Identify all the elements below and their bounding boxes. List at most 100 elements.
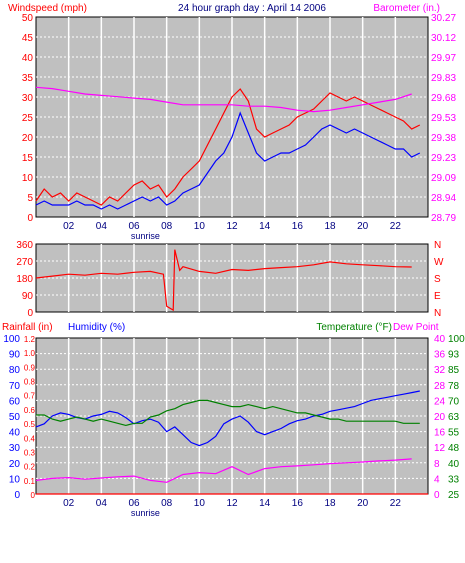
baro-ytick-label: 30.27 [431,13,456,24]
humidity-xtick-label: 12 [226,498,238,509]
direction-ytick-label: 360 [16,240,33,251]
wind-xtick-label: 08 [161,221,173,232]
wind-ytick-label: 0 [27,213,33,224]
wind-ytick-label: 45 [22,33,34,44]
wind-xtick-label: 10 [194,221,206,232]
baro-ytick-label: 29.97 [431,53,456,64]
wind-xtick-label: 18 [324,221,336,232]
temperature-axis-ytick-label: 100 [448,334,465,345]
humidity-xtick-label: 10 [194,498,206,509]
wind-barometer-chart: 0 5 10 15 20 25 30 35 40 45 50 28.79 28.94 29.09 29.23… [22,13,457,241]
dewpoint-line [35,458,412,483]
temperature-axis-ytick-label: 70 [448,396,460,407]
humidity-xtick-label: 18 [324,498,336,509]
rain-ytick-label: 1.2 [24,335,36,344]
humidity-axis-ytick-label: 90 [9,350,21,361]
humidity-xtick-label: 22 [390,498,402,509]
direction-ytick-label: 90 [22,291,34,302]
humidity-axis-ytick-label: 40 [9,428,21,439]
temperature-line [36,399,420,427]
rain-ytick-label: 0.3 [24,448,36,457]
dewpoint-axis-ytick-label: 24 [434,396,446,407]
baro-ytick-label: 29.68 [431,93,456,104]
dewpoint-axis-ytick-label: 4 [434,474,440,485]
wind-ytick-label: 5 [27,193,33,204]
dewpoint-axis-ytick-label: 20 [434,412,446,423]
humidity-xtick-label: 06 [128,498,140,509]
dewpoint-axis-ytick-label: 28 [434,381,446,392]
wind-ytick-label: 15 [22,153,34,164]
temperature-axis-ytick-label: 78 [448,381,460,392]
rain-ytick-label: 1.0 [24,349,36,358]
wind-xtick-label: 16 [292,221,304,232]
compass-ytick-label: S [434,274,441,285]
humidity-axis-ytick-label: 30 [9,443,21,454]
humidity-axis-ytick-label: 10 [9,474,21,485]
wind-ytick-label: 25 [22,113,34,124]
temperature-axis-ytick-label: 93 [448,350,460,361]
dewpoint-axis-ytick-label: 16 [434,428,446,439]
dewpoint-axis-ytick-label: 0 [434,490,440,501]
rain-ytick-label: 0.9 [24,363,36,372]
rain-ytick-label: 0.2 [24,463,36,472]
baro-ytick-label: 29.23 [431,153,456,164]
wind-xtick-label: 02 [63,221,75,232]
temperature-axis-ytick-label: 33 [448,474,460,485]
rain-ytick-label: 0 [31,491,36,500]
rain-ytick-label: 0.4 [24,434,36,443]
humidity-axis-ytick-label: 60 [9,396,21,407]
baro-ytick-label: 30.12 [431,33,456,44]
humidity-axis-ytick-label: 50 [9,412,21,423]
compass-ytick-label: E [434,291,441,302]
windspeed-avg-line [35,111,421,210]
wind-xtick-label: 14 [259,221,271,232]
baro-ytick-label: 28.94 [431,193,456,204]
wind-ytick-label: 35 [22,73,34,84]
windspeed-title: Windspeed (mph) [8,3,87,14]
rain-ytick-label: 0.8 [24,378,36,387]
dewpoint-axis-ytick-label: 40 [434,334,446,345]
humidity-temperature-chart: 010203040506070809010000.10.20.30.40.50.… [3,334,465,518]
humidity-axis-ytick-label: 20 [9,459,21,470]
humidity-xtick-label: 04 [96,498,108,509]
wind-xtick-label: 04 [96,221,108,232]
humidity-axis-ytick-label: 70 [9,381,21,392]
direction-ytick-label: 270 [16,257,33,268]
direction-ytick-label: 0 [27,308,33,319]
temperature-axis-ytick-label: 40 [448,459,460,470]
humidity-axis-ytick-label: 100 [3,334,20,345]
wind-ytick-label: 10 [22,173,34,184]
wind-xtick-label: 22 [390,221,402,232]
baro-ytick-label: 29.38 [431,133,456,144]
rain-ytick-label: 0.5 [24,420,36,429]
compass-ytick-label: N [434,308,441,319]
rain-ytick-label: 0.1 [24,477,36,486]
wind-xtick-label: 06 [128,221,140,232]
temperature-axis-ytick-label: 25 [448,490,460,501]
humidity-axis-ytick-label: 80 [9,365,21,376]
barometer-line [35,86,412,113]
baro-ytick-label: 29.09 [431,173,456,184]
wind-xtick-label: 20 [357,221,369,232]
humidity-xtick-label: 02 [63,498,75,509]
humidity-xtick-label: 16 [292,498,304,509]
wind-xtick-label: 12 [226,221,238,232]
dewpoint-axis-ytick-label: 12 [434,443,446,454]
temperature-axis-ytick-label: 55 [448,428,460,439]
temperature-axis-ytick-label: 85 [448,365,460,376]
temperature-title: Temperature (°F) [316,322,392,333]
dewpoint-axis-ytick-label: 36 [434,350,446,361]
humidity-sunrise-label: sunrise [131,508,160,518]
barometer-title: Barometer (in.) [373,3,440,14]
compass-ytick-label: N [434,240,441,251]
humidity-title: Humidity (%) [68,322,125,333]
temperature-axis-ytick-label: 48 [448,443,460,454]
wind-ytick-label: 50 [22,13,34,24]
dewpoint-axis-ytick-label: 8 [434,459,440,470]
humidity-xtick-label: 08 [161,498,173,509]
wind-sunrise-label: sunrise [131,231,160,241]
baro-ytick-label: 28.79 [431,213,456,224]
humidity-axis-ytick-label: 0 [14,490,20,501]
